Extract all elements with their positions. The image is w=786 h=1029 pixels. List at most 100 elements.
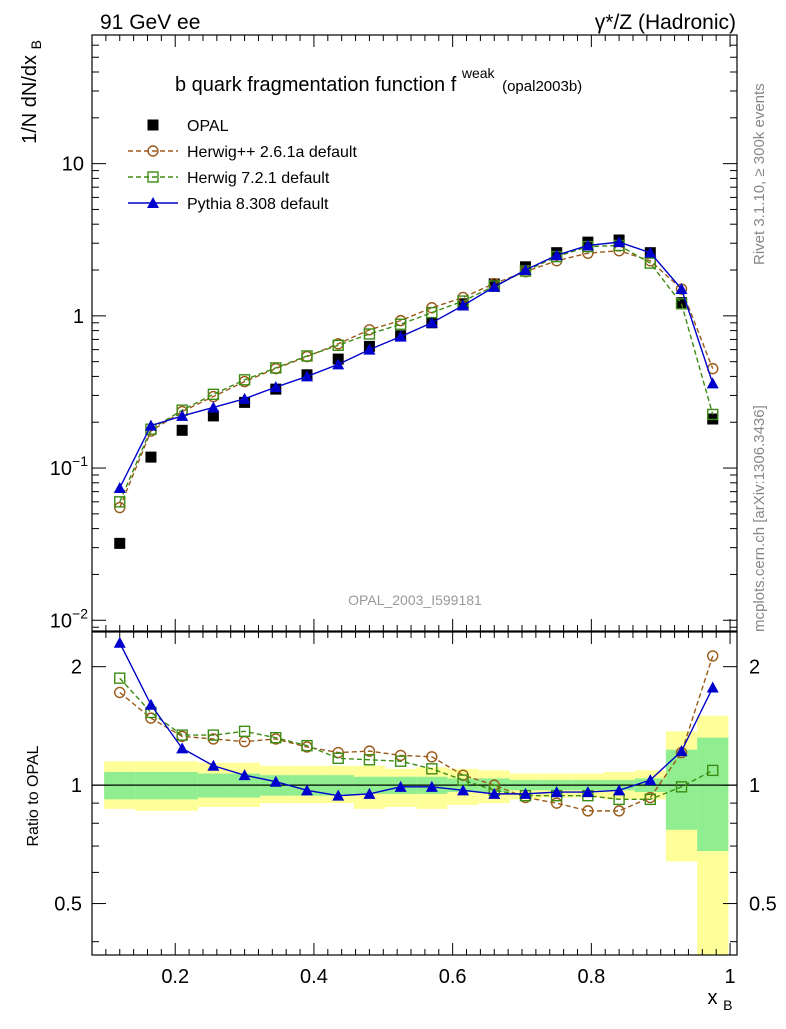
ratio-frame	[91, 631, 738, 956]
series-0-point-16	[613, 805, 625, 817]
series-1-point-7	[332, 752, 344, 764]
series-2-point-5	[269, 775, 282, 787]
main-title: b quark fragmentation function f weak (o…	[175, 61, 582, 96]
main-y-tick-label-exp: −2	[72, 605, 88, 621]
legend-label-0: OPAL	[187, 118, 229, 135]
series-2-point-4	[238, 374, 251, 386]
series-1-point-5	[270, 731, 282, 744]
series-1-point-10	[426, 763, 438, 775]
legend-marker-3	[147, 197, 159, 208]
series-2-point-4	[238, 769, 251, 781]
main-y-tick-label: 10−1	[50, 453, 88, 480]
ratio-y-tick-label-left: 1	[71, 775, 82, 797]
series-0-point-15	[582, 805, 594, 817]
series-0-point-1	[145, 451, 157, 463]
main-y-tick-label-exp: −1	[72, 453, 88, 469]
series-0-point-9	[394, 749, 407, 762]
series-1-point-8	[363, 754, 376, 766]
series-1-point-17	[644, 793, 657, 806]
series-3-point-4	[238, 392, 251, 404]
legend-marker-2	[147, 171, 159, 183]
main-y-axis-label-text: 1/N dN/dx	[19, 55, 41, 144]
main-y-axis-label-sub: B	[28, 40, 44, 49]
series-2-point-7	[332, 339, 344, 352]
ratio-y-tick-label-right: 2	[749, 657, 760, 679]
series-2-point-16	[613, 784, 626, 796]
main-y-tick-label-base: 10	[62, 154, 84, 176]
series-2-point-9	[394, 780, 407, 792]
series-2-point-10	[425, 780, 438, 792]
series-2-point-11	[457, 784, 470, 796]
main-y-tick-label: 1	[73, 306, 84, 328]
x-tick-label: 0.2	[161, 966, 189, 988]
series-3-point-6	[301, 370, 313, 382]
ratio-plot-area: 2 2 1 1 0.5 0.5 0.2 0.4 0.6 0.8 1	[54, 631, 777, 988]
series-1-point-0	[114, 672, 126, 684]
legend-label-3: Pythia 8.308 default	[187, 196, 329, 213]
series-2-point-1	[144, 698, 157, 710]
analysis-watermark: OPAL_2003_I599181	[348, 592, 482, 608]
series-2-point-6	[301, 784, 313, 796]
series-0-point-3	[207, 410, 219, 422]
series-1-point-0	[114, 501, 126, 514]
main-y-tick-label-base: 10	[50, 610, 72, 632]
main-y-tick-label-base: 10	[50, 458, 72, 480]
series-1-point-4	[238, 725, 251, 738]
main-panel: b quark fragmentation function f weak (o…	[19, 34, 738, 632]
series-3-point-9	[394, 330, 407, 342]
series-2-point-3	[207, 759, 220, 771]
series-3-point-8	[363, 343, 376, 355]
series-3-point-5	[269, 381, 282, 393]
series-3-point-3	[207, 401, 220, 413]
series-2-point-17	[644, 257, 657, 269]
series-1-point-6	[301, 739, 313, 752]
legend-marker-0	[147, 119, 159, 131]
side-rivet-label: Rivet 3.1.10, ≥ 300k events	[751, 83, 768, 265]
series-3-point-11	[457, 299, 470, 311]
series-line-2	[119, 642, 714, 797]
series-3-point-13	[519, 264, 532, 276]
main-y-tick-label-base: 1	[73, 306, 84, 328]
legend: OPAL Herwig++ 2.6.1a default Herwig 7.2.1 …	[128, 118, 357, 213]
series-3-point-2	[176, 409, 189, 421]
series-0-point-0	[114, 686, 126, 699]
main-title-sup: weak	[461, 65, 496, 81]
ratio-y-tick-label-left: 0.5	[54, 894, 82, 916]
series-3-point-12	[488, 280, 501, 292]
series-0-point-19	[707, 650, 719, 662]
legend-label-1: Herwig++ 2.6.1a default	[187, 144, 357, 161]
series-3-point-15	[581, 239, 594, 251]
series-2-point-13	[519, 787, 532, 799]
series-2-point-8	[363, 787, 376, 799]
series-3-point-19	[706, 377, 719, 389]
series-3-point-17	[644, 246, 657, 258]
series-3-point-10	[425, 316, 438, 328]
ratio-y-axis-label: Ratio to OPAL	[25, 745, 42, 846]
series-0-point-14	[550, 797, 563, 809]
legend-marker-1	[147, 145, 159, 157]
x-axis-label: x B	[708, 987, 733, 1013]
series-2-point-7	[332, 789, 345, 801]
series-2-point-9	[394, 318, 407, 330]
series-0-point-2	[176, 424, 188, 436]
x-tick-label: 0.4	[300, 966, 328, 988]
series-0-point-8	[363, 745, 376, 757]
series-2-point-5	[270, 362, 282, 374]
series-3-point-0	[113, 481, 126, 493]
series-line-3	[119, 241, 714, 489]
series-1-point-19	[707, 764, 719, 777]
ratio-panel: Ratio to OPAL x B 2 2 1 1 0.5 0.5 0.2 0.4 0.6 0.8…	[25, 631, 777, 1013]
series-3-point-14	[550, 249, 563, 261]
series-3-point-7	[332, 358, 345, 370]
series-2-point-19	[707, 408, 719, 421]
main-title-sub: (opal2003b)	[502, 78, 582, 95]
series-0-point-18	[676, 297, 688, 309]
x-axis-label-text: x	[708, 987, 718, 1009]
series-2-point-3	[207, 388, 220, 401]
series-2-point-14	[550, 786, 563, 798]
side-mcplots-label: mcplots.cern.ch [arXiv:1306.3436]	[751, 405, 768, 632]
series-0-point-7	[332, 746, 344, 759]
